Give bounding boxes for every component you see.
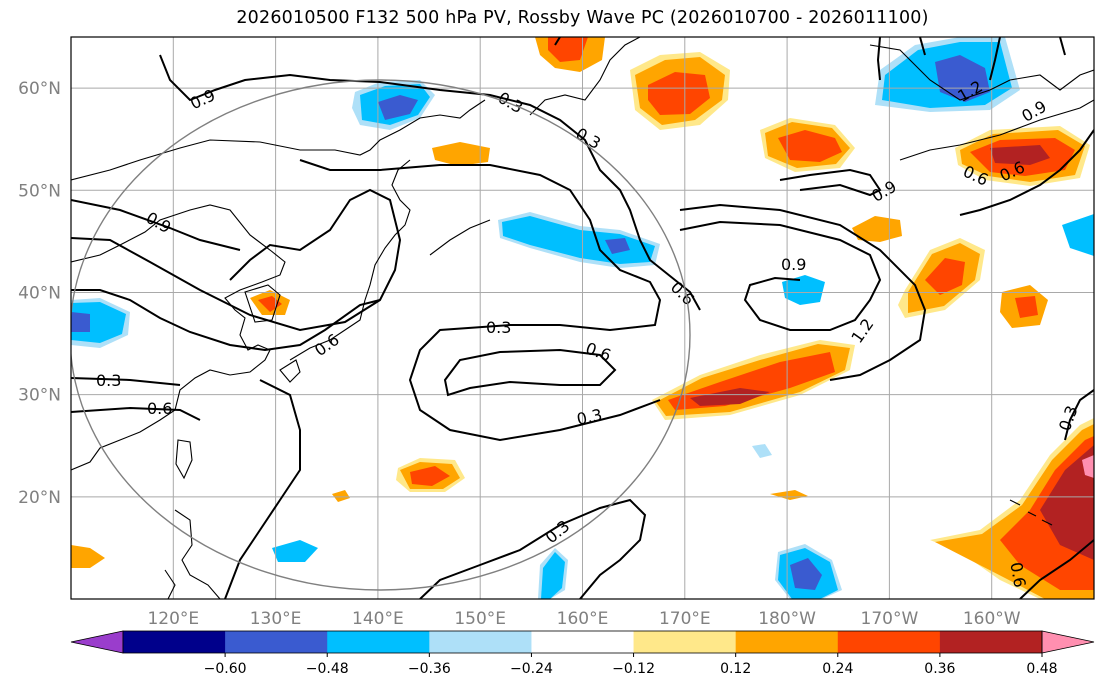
chart-title: 2026010500 F132 500 hPa PV, Rossby Wave … xyxy=(236,8,929,28)
lon-tick-label: 130°E xyxy=(250,609,302,629)
shade-negative xyxy=(541,552,565,599)
contour-label: 1.2 xyxy=(847,315,877,347)
lat-tick-label: 30°N xyxy=(18,386,61,406)
shade-negative xyxy=(782,275,825,305)
shade-negative xyxy=(502,216,655,264)
lat-tick-label: 20°N xyxy=(18,488,61,508)
lon-tick-label: 120°E xyxy=(147,609,199,629)
colorbar-bin xyxy=(225,631,328,653)
shade-positive xyxy=(990,145,1050,165)
shade-negative xyxy=(272,540,318,562)
colorbar-tick-label: −0.60 xyxy=(204,661,247,677)
contour-label: 0.9 xyxy=(781,255,806,274)
colorbar-bin xyxy=(837,631,941,653)
shade-positive xyxy=(1015,296,1038,318)
shade-positive xyxy=(778,130,842,162)
contour-label: 0.6 xyxy=(583,339,613,366)
contour-label: 0.3 xyxy=(495,88,527,117)
shade-positive xyxy=(690,388,770,406)
shade-positive xyxy=(1040,445,1094,560)
colorbar-tick-label: 0.24 xyxy=(822,661,853,677)
colorbar-extend-min xyxy=(70,630,124,654)
shade-positive xyxy=(410,466,450,486)
radius-circle xyxy=(71,79,691,591)
colorbar-tick-label: −0.12 xyxy=(612,661,655,677)
colorbar-extend-max xyxy=(1041,630,1095,654)
shade-negative xyxy=(790,558,822,590)
pv-contours xyxy=(71,37,1094,599)
lon-tick-label: 160°E xyxy=(557,609,609,629)
shade-negative xyxy=(1062,214,1094,256)
contour-label: 0.3 xyxy=(96,371,121,390)
shade-negative xyxy=(605,238,630,254)
lon-tick-label: 140°E xyxy=(352,609,404,629)
lat-tick-label: 60°N xyxy=(18,79,61,99)
shade-positive xyxy=(1082,455,1094,478)
shade-negative xyxy=(752,444,772,458)
shade-negative xyxy=(71,302,126,343)
lat-axis: 60°N 50°N 40°N 30°N 20°N xyxy=(18,79,61,508)
colorbar-frame xyxy=(122,630,1043,654)
plot-frame xyxy=(70,36,1095,600)
shade-positive xyxy=(770,490,808,500)
colorbar-bin xyxy=(531,631,635,653)
coastlines xyxy=(71,37,1094,599)
lon-tick-label: 150°E xyxy=(454,609,506,629)
colorbar-bin xyxy=(429,631,532,653)
colorbar: −0.60 −0.48 −0.36 −0.24 −0.12 0.12 0.24 0.36 0.4… xyxy=(70,630,1095,677)
pv-shading xyxy=(71,37,1094,599)
colorbar-bin xyxy=(327,631,430,653)
shade-positive xyxy=(71,545,105,568)
shade-positive xyxy=(432,142,490,166)
shade-negative xyxy=(935,55,990,102)
contour-label: 0.6 xyxy=(147,399,172,418)
colorbar-bin xyxy=(633,631,737,653)
shade-negative xyxy=(378,95,418,120)
shade-positive xyxy=(548,37,588,62)
shade-positive xyxy=(648,72,710,115)
colorbar-bin xyxy=(123,631,226,653)
gridlines xyxy=(71,37,1094,599)
contour-label: 0.3 xyxy=(486,318,511,337)
colorbar-tick-label: 0.36 xyxy=(924,661,955,677)
lon-tick-label: 180°W xyxy=(758,609,816,629)
shade-positive xyxy=(925,258,965,295)
contour-label: 0.6 xyxy=(667,278,698,309)
colorbar-tick-label: −0.36 xyxy=(408,661,451,677)
colorbar-bin xyxy=(735,631,839,653)
shade-negative xyxy=(71,312,90,332)
contour-label: 0.3 xyxy=(575,405,604,429)
contour-label: 0.9 xyxy=(143,208,175,237)
colorbar-tick-label: 0.12 xyxy=(720,661,751,677)
lon-tick-label: 170°E xyxy=(659,609,711,629)
lon-tick-label: 160°W xyxy=(963,609,1021,629)
colorbar-bin xyxy=(939,631,1043,653)
lon-tick-label: 170°W xyxy=(861,609,919,629)
lat-tick-label: 50°N xyxy=(18,181,61,201)
colorbar-tick-label: 0.48 xyxy=(1026,661,1057,677)
contour-label: 0.6 xyxy=(1006,561,1029,589)
colorbar-tick-label: −0.48 xyxy=(306,661,349,677)
colorbar-tick-label: −0.24 xyxy=(510,661,553,677)
lat-tick-label: 40°N xyxy=(18,283,61,303)
lon-axis: 120°E 130°E 140°E 150°E 160°E 170°E 180°W 170°W… xyxy=(147,609,1020,629)
contour-label: 0.9 xyxy=(1018,97,1050,126)
shade-positive xyxy=(332,490,350,502)
